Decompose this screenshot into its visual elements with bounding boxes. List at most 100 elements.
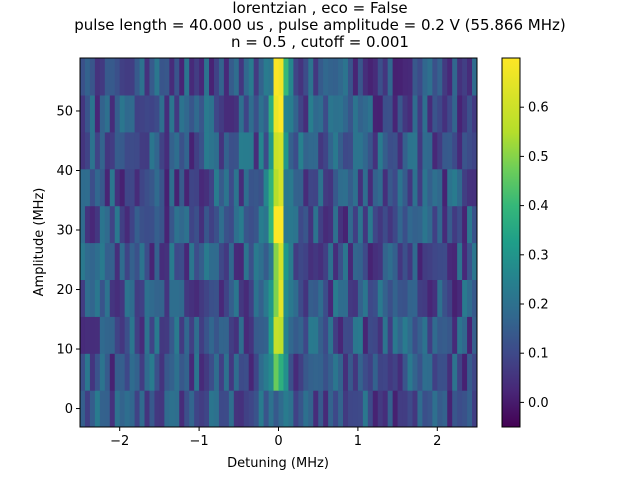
heatmap-cell [352,279,359,317]
heatmap-cell [377,94,384,133]
heatmap-cell [437,131,443,170]
heatmap-cell [417,353,424,391]
heatmap-cell [328,390,334,427]
heatmap-cell [104,168,111,207]
heatmap-cell [462,94,468,133]
colorbar-tick-label: 0.3 [528,248,549,263]
heatmap-cell [84,168,91,207]
heatmap-cell [204,316,210,354]
heatmap-cell [437,279,443,317]
heatmap-cell [347,205,354,244]
heatmap-cell [149,353,156,391]
heatmap-cell [352,168,359,207]
heatmap-cell [243,205,250,244]
heatmap-cell [263,316,270,354]
heatmap-cell [288,316,294,354]
heatmap-cell [452,279,458,317]
heatmap-cell [223,353,230,391]
heatmap-cell [238,58,245,96]
heatmap-cell [109,242,116,280]
heatmap-cell [467,279,473,317]
heatmap-cell [243,390,250,427]
heatmap-cell [174,205,180,244]
heatmap-cell [218,131,225,170]
heatmap-cell [194,205,200,244]
heatmap-cell [233,94,240,133]
heatmap-cell [298,58,304,96]
heatmap-cell [432,168,438,207]
heatmap-cell [149,168,156,207]
heatmap-cell [397,131,404,170]
heatmap-cell [457,168,463,207]
heatmap-cell [298,168,304,207]
heatmap-cell [333,94,339,133]
heatmap-cell [184,205,190,244]
heatmap-cell [462,205,468,244]
heatmap-cell [189,58,195,96]
heatmap-cell [288,58,294,96]
heatmap-cell [407,316,414,354]
heatmap-cell [99,94,106,133]
heatmap-cell [343,205,349,244]
heatmap-cell [338,279,344,317]
heatmap-cell [243,316,250,354]
heatmap-cell [318,279,324,317]
heatmap-cell [119,168,126,207]
heatmap-cell [377,390,384,427]
heatmap-cell [362,242,369,280]
y-tick-label: 30 [56,224,73,239]
heatmap-cell [114,279,121,317]
heatmap-cell [243,353,250,391]
heatmap-cell [213,242,220,280]
heatmap-cell [422,205,428,244]
heatmap-cell [278,58,285,96]
heatmap-cell [313,58,319,96]
heatmap-cell [462,390,468,427]
heatmap-cell [89,58,96,96]
heatmap-cell [472,279,477,317]
heatmap-cell [213,390,220,427]
heatmap-cell [199,131,205,170]
heatmap-cell [223,279,230,317]
heatmap-cell [447,94,453,133]
heatmap-cell [174,94,180,133]
heatmap-cell [362,390,369,427]
heatmap-cell [223,205,230,244]
heatmap-cell [417,390,424,427]
heatmap-cell [382,279,389,317]
heatmap-cell [238,205,245,244]
heatmap-cell [238,390,245,427]
heatmap-cell [139,353,146,391]
heatmap-cell [372,205,379,244]
heatmap-cell [164,168,170,207]
heatmap-cell [447,279,453,317]
heatmap-cell [149,205,156,244]
heatmap-cell [357,58,364,96]
heatmap-cell [467,58,473,96]
heatmap-cell [417,242,424,280]
heatmap-cell [407,131,414,170]
heatmap-cell [372,353,379,391]
heatmap-cell [412,353,419,391]
x-tick-label: 2 [433,434,441,449]
heatmap-cell [238,168,245,207]
heatmap-cell [209,279,215,317]
heatmap-cell [298,390,304,427]
colorbar-tick-label: 0.0 [528,396,549,411]
heatmap-cell [392,279,399,317]
heatmap-cell [124,353,131,391]
heatmap-cell [343,316,349,354]
heatmap-cell [213,316,220,354]
heatmap-cell [318,131,324,170]
heatmap-cell [313,390,319,427]
heatmap-cell [397,168,404,207]
heatmap-cell [427,58,433,96]
heatmap-cell [204,168,210,207]
heatmap-cell [283,205,290,244]
heatmap-cell [422,168,428,207]
heatmap-cell [377,316,384,354]
heatmap-cell [457,205,463,244]
heatmap-cell [263,58,270,96]
heatmap-cell [114,58,121,96]
heatmap-cell [233,316,240,354]
